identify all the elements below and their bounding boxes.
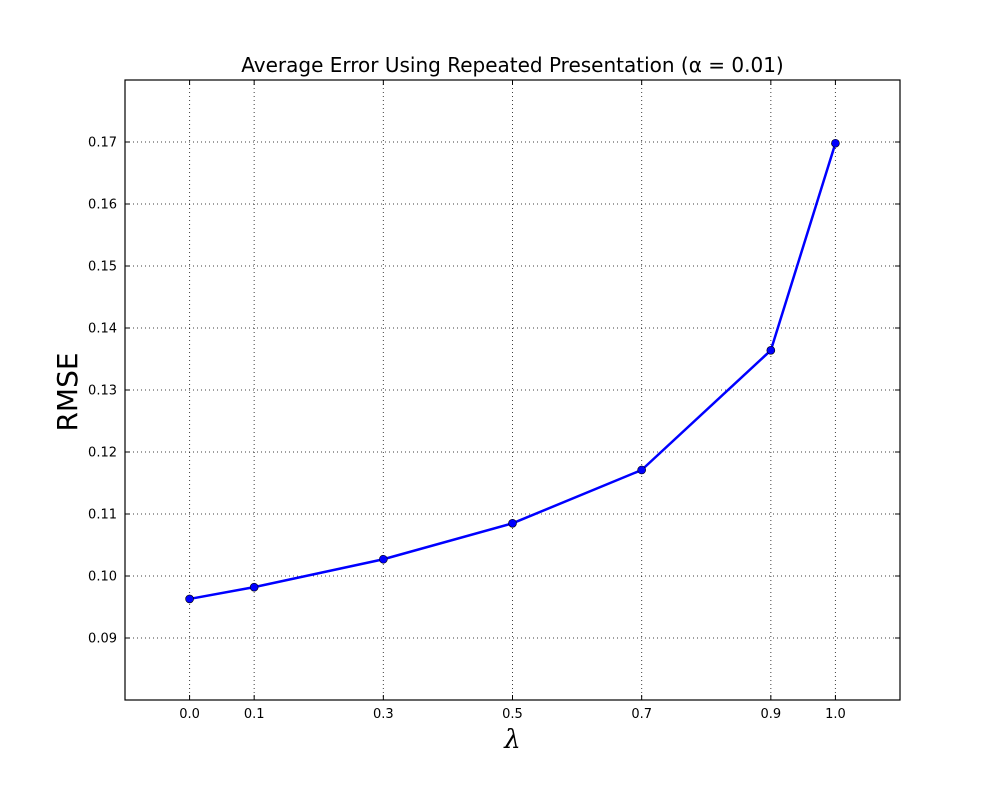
x-tick-label: 0.0 — [179, 707, 200, 722]
y-tick-label: 0.14 — [88, 322, 117, 337]
chart-title: Average Error Using Repeated Presentatio… — [241, 53, 783, 77]
x-tick-label: 1.0 — [825, 707, 846, 722]
x-axis-label: λ — [503, 725, 520, 755]
data-point — [508, 518, 517, 528]
y-tick-label: 0.16 — [88, 198, 117, 213]
tick-layer: 0.0 0.1 0.3 0.5 0.7 0.9 1.0 0.09 0.10 0.11 0.12 0.1… — [88, 80, 900, 722]
data-point — [637, 465, 646, 475]
y-tick-label: 0.15 — [88, 260, 117, 275]
x-tick-label: 0.3 — [373, 707, 394, 722]
data-point — [249, 582, 259, 592]
data-point — [185, 594, 194, 604]
y-tick-label: 0.12 — [88, 446, 117, 461]
x-tick-label: 0.9 — [760, 707, 781, 722]
y-tick-label: 0.10 — [88, 570, 117, 585]
y-tick-label: 0.11 — [88, 508, 117, 523]
y-tick-label: 0.13 — [88, 384, 117, 399]
data-point — [831, 138, 840, 148]
y-axis-label: RMSE — [51, 352, 84, 431]
x-tick-label: 0.1 — [244, 707, 265, 722]
data-point — [766, 346, 776, 355]
y-tick-label: 0.17 — [88, 136, 117, 151]
plot-frame — [124, 79, 901, 701]
series-layer — [185, 138, 840, 604]
data-point — [379, 554, 388, 564]
x-tick-label: 0.7 — [631, 707, 652, 722]
y-tick-label: 0.09 — [88, 632, 117, 647]
x-tick-label: 0.5 — [502, 707, 523, 722]
